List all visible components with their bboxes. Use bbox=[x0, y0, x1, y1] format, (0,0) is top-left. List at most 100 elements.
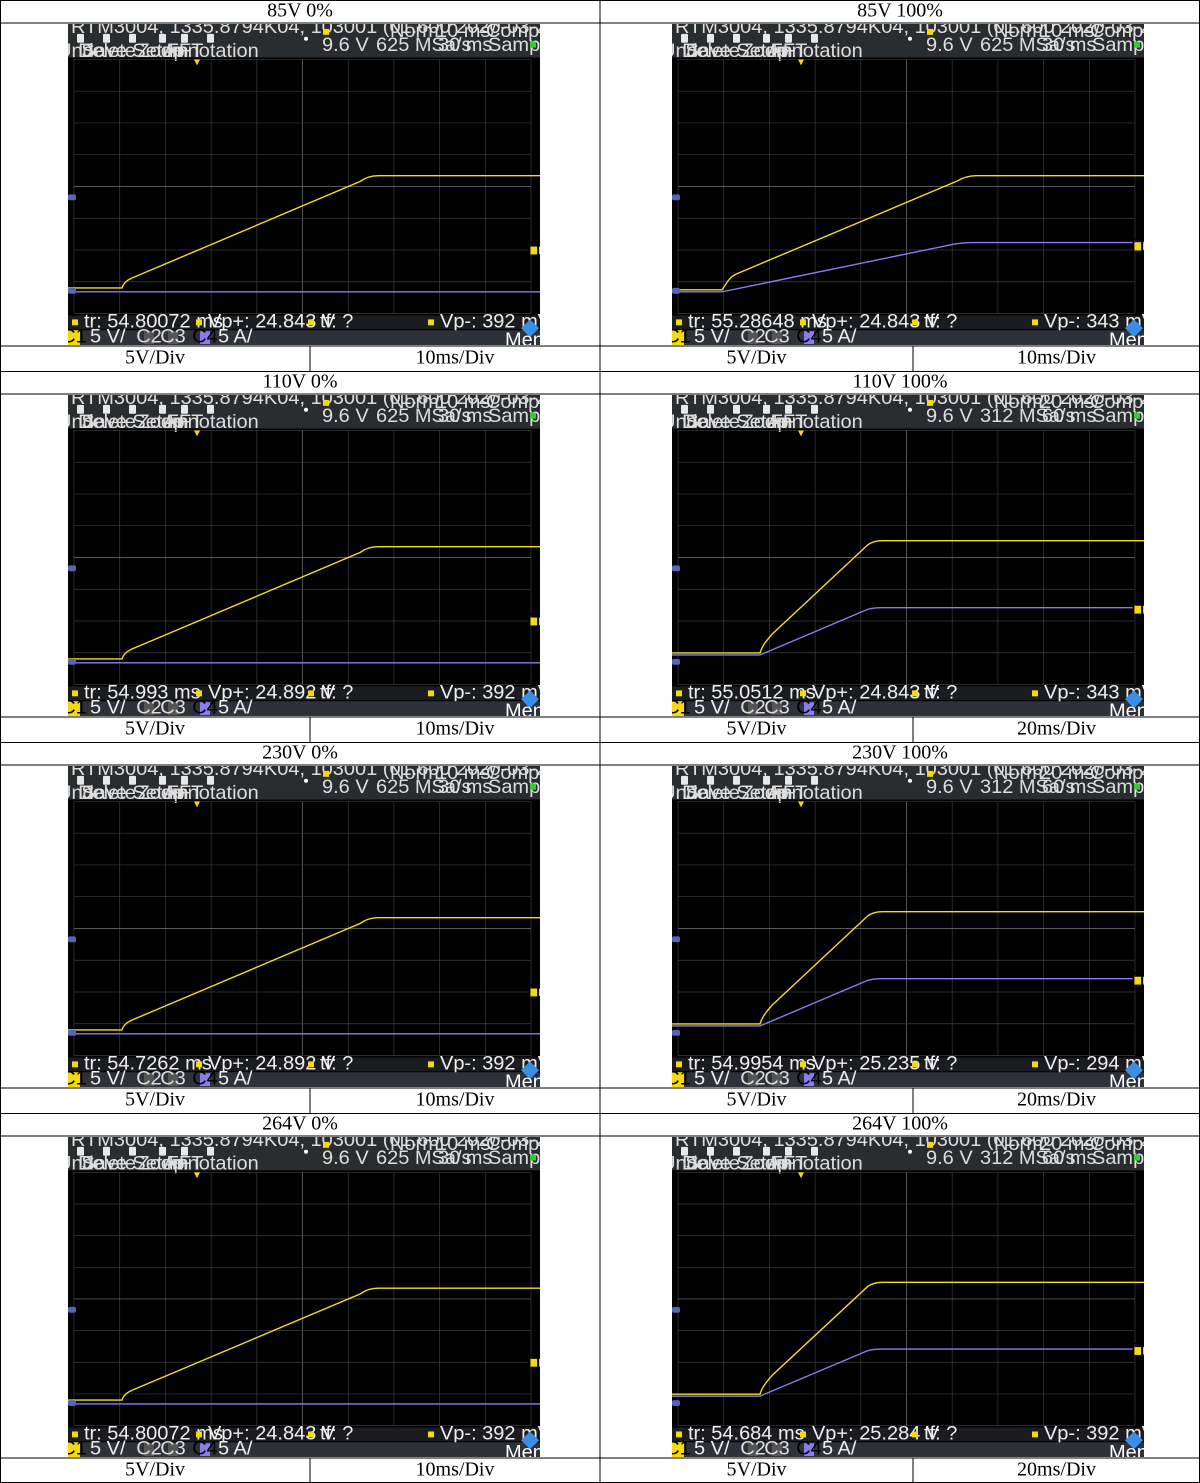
status-dot bbox=[908, 779, 912, 783]
c3-label: C3 bbox=[764, 696, 790, 718]
record-length: 30 ms bbox=[438, 405, 492, 427]
trigger-marker: TL bbox=[523, 239, 546, 261]
scope-screenshot: RTM3004, 1335.8794K04, 103001 (01.600 20… bbox=[661, 387, 1175, 722]
c4-label: C4 bbox=[192, 696, 218, 718]
menu-label: Menu bbox=[505, 1441, 555, 1463]
measure-swatch bbox=[196, 690, 202, 696]
measure-swatch bbox=[800, 690, 806, 696]
ch-marker bbox=[672, 1307, 680, 1313]
c2-label: C2 bbox=[136, 1437, 162, 1459]
c1-scale: 5 V/ bbox=[90, 325, 126, 347]
ch-marker bbox=[68, 936, 76, 942]
toolbar-label: Annotation bbox=[767, 1153, 863, 1175]
status-icon bbox=[530, 1155, 536, 1161]
cell-title: 85V 0% bbox=[267, 0, 333, 22]
status-dot bbox=[304, 1150, 308, 1154]
menu-label: Menu bbox=[1109, 329, 1159, 351]
time-div: 10ms/Div bbox=[416, 1459, 495, 1481]
sampling-mode: Sample bbox=[488, 776, 556, 798]
c3-label: C3 bbox=[160, 1067, 186, 1089]
trigger-marker: TL bbox=[523, 981, 546, 1003]
measure-swatch bbox=[72, 319, 78, 325]
record-length: 60 ms bbox=[1042, 1147, 1097, 1169]
cell-title: 264V 100% bbox=[852, 1113, 948, 1135]
screen-bg bbox=[68, 1137, 540, 1457]
measure-swatch bbox=[912, 1061, 918, 1067]
volts-div: 5V/Div bbox=[125, 1089, 185, 1111]
status-dot bbox=[304, 779, 308, 783]
c3-label: C3 bbox=[764, 1067, 790, 1089]
ch-marker bbox=[672, 194, 680, 200]
ch-marker bbox=[68, 1307, 76, 1313]
c4-label: C4 bbox=[192, 1437, 218, 1459]
status-dot bbox=[908, 37, 912, 41]
c4-scale: 5 A/ bbox=[822, 1067, 857, 1089]
ch-marker bbox=[68, 659, 76, 665]
c1-scale: 5 V/ bbox=[90, 1067, 126, 1089]
c4-scale: 5 A/ bbox=[218, 696, 253, 718]
measure-swatch bbox=[800, 1431, 806, 1437]
volts-div: 5V/Div bbox=[727, 1459, 787, 1481]
record-length: 60 ms bbox=[1042, 405, 1096, 427]
trigger-level: 9.6 V bbox=[926, 34, 973, 56]
volts-div: 5V/Div bbox=[727, 1089, 787, 1111]
trigger-marker: TL bbox=[523, 610, 546, 632]
measure-swatch bbox=[800, 319, 806, 325]
scope-screenshot: RTM3004, 1335.8794K04, 103001 (01.600 20… bbox=[661, 758, 1175, 1093]
c1-scale: 5 V/ bbox=[694, 325, 730, 347]
scope-screenshot: RTM3004, 1335.8794K04, 103001 (01.600 20… bbox=[661, 16, 1175, 351]
sampling-mode: Sample bbox=[1092, 405, 1160, 427]
cell-title: 230V 0% bbox=[262, 742, 338, 764]
c1-label: C1 bbox=[61, 1067, 87, 1089]
measure-swatch bbox=[428, 1061, 434, 1067]
measure-swatch bbox=[676, 1061, 682, 1067]
c2-label: C2 bbox=[136, 696, 162, 718]
scope-screenshot: RTM3004, 1335.8794K04, 103001 (01.600 20… bbox=[661, 1129, 1175, 1463]
tf-readout: tf: ? bbox=[320, 311, 353, 333]
menu-label: Menu bbox=[505, 1071, 555, 1093]
screen-bg bbox=[672, 24, 1144, 345]
toolbar-label: Annotation bbox=[767, 782, 863, 804]
measure-swatch bbox=[912, 319, 918, 325]
trigger-level: 9.6 V bbox=[926, 1147, 973, 1169]
c4-scale: 5 A/ bbox=[822, 1437, 857, 1459]
sampling-mode: Sample bbox=[1092, 1147, 1160, 1169]
tf-readout: tf: ? bbox=[924, 311, 957, 333]
time-div: 20ms/Div bbox=[1017, 718, 1096, 740]
sampling-mode: Sample bbox=[488, 405, 556, 427]
document: 85V 0% RTM3004, 1335.8794K04, 103001 (01.… bbox=[0, 0, 1200, 1483]
trigger-level: 9.6 V bbox=[322, 405, 369, 427]
c4-scale: 5 A/ bbox=[822, 696, 857, 718]
status-icon bbox=[1134, 413, 1140, 419]
menu-label: Menu bbox=[505, 329, 555, 351]
c3-label: C3 bbox=[160, 1437, 186, 1459]
ch-marker bbox=[68, 194, 76, 200]
trigger-marker: TL bbox=[1127, 235, 1150, 257]
c2-label: C2 bbox=[136, 1067, 162, 1089]
ch-marker bbox=[672, 936, 680, 942]
cell-title: 110V 100% bbox=[853, 371, 948, 393]
screen-bg bbox=[672, 766, 1144, 1087]
c3-label: C3 bbox=[764, 325, 790, 347]
trigger-marker: TL bbox=[1127, 1339, 1150, 1361]
trigger-marker: TL bbox=[1127, 598, 1150, 620]
volts-div: 5V/Div bbox=[727, 718, 787, 740]
measure-swatch bbox=[196, 319, 202, 325]
page: 85V 0% RTM3004, 1335.8794K04, 103001 (01.… bbox=[0, 0, 1200, 1483]
c2-label: C2 bbox=[740, 696, 766, 718]
measure-swatch bbox=[308, 319, 314, 325]
status-dot bbox=[908, 1150, 912, 1154]
c1-label: C1 bbox=[61, 1437, 87, 1459]
toolbar-label: Annotation bbox=[163, 40, 259, 62]
c1-scale: 5 V/ bbox=[694, 1067, 730, 1089]
c4-scale: 5 A/ bbox=[218, 1437, 253, 1459]
c1-label: C1 bbox=[61, 696, 87, 718]
time-div: 10ms/Div bbox=[416, 718, 495, 740]
status-icon bbox=[530, 413, 536, 419]
trigger-level: 9.6 V bbox=[322, 34, 369, 56]
cell-title: 264V 0% bbox=[262, 1113, 338, 1135]
c4-label: C4 bbox=[796, 1067, 822, 1089]
sampling-mode: Sample bbox=[1092, 34, 1160, 56]
trigger-level: 9.6 V bbox=[322, 1147, 369, 1169]
menu-label: Menu bbox=[1109, 700, 1159, 722]
